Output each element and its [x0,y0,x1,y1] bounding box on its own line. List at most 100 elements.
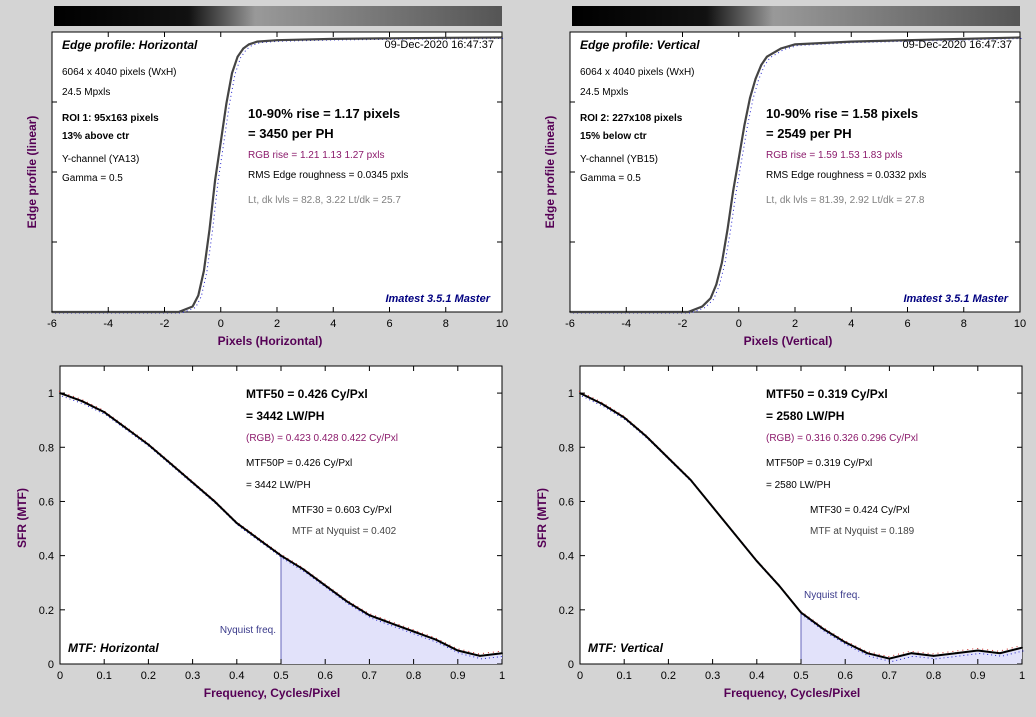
mtf-point [800,611,802,614]
mtf-point [954,652,957,655]
gradient-strip [54,6,502,26]
x-tick-label: 0.9 [450,670,465,682]
mtf-point [501,652,503,655]
x-tick-label: 0.6 [318,670,333,682]
x-ticks: -6 -4 -2 0 2 4 6 8 10 [47,32,508,330]
edge-point [737,157,740,160]
edge-point [225,102,228,105]
mtf50p: MTF50P = 0.319 Cy/Pxl [766,458,872,469]
blue-channel-trace [61,395,505,660]
mtf-point [412,630,415,633]
mtf-at-nyquist: MTF at Nyquist = 0.189 [810,526,915,537]
y-tick-label: 0.8 [39,442,54,454]
mtf-point [81,400,83,403]
x-tick-label: 0.4 [749,670,764,682]
mtf-point [302,568,304,571]
mtf-point [844,641,847,644]
megapixels: 24.5 Mpxls [62,87,110,98]
edge-point [1019,36,1021,39]
mtf-point [711,505,714,508]
rgb-mtf50: (RGB) = 0.316 0.326 0.296 Cy/Pxl [766,433,918,444]
edge-point [276,39,278,42]
edge-point [732,190,735,193]
mtf-label: MTF: Vertical [588,641,664,655]
mtf-point [1021,646,1023,649]
x-tick-label: 0.5 [273,670,288,682]
edge-point [906,39,909,42]
mtf-point [778,584,780,587]
rgb-rise: RGB rise = 1.59 1.53 1.83 pxls [766,150,902,161]
x-tick-label: 4 [848,318,854,330]
mtf-label: MTF: Horizontal [68,641,159,655]
levels: Lt, dk lvls = 81.39, 2.92 Lt/dk = 27.8 [766,195,925,206]
x-axis-label: Pixels (Horizontal) [218,334,323,348]
rise-value: 10-90% rise = 1.17 pixels [248,106,400,121]
mtf-point [280,554,282,557]
edge-point [850,40,853,43]
edge-point [701,305,704,308]
lw-ph: = 2580 LW/PH [766,409,844,423]
per-ph-value: = 3450 per PH [248,126,334,141]
channel: Y-channel (YA13) [62,154,139,165]
y-tick-label: 0.2 [39,605,54,617]
edge-point [191,305,194,308]
mtf-curve-group [578,390,1025,664]
y-ticks: 0 0.2 0.4 0.6 0.8 1 [559,388,1022,671]
edge-point [709,297,712,300]
x-tick-label: 0.7 [882,670,897,682]
x-tick-label: -2 [678,318,688,330]
y-tick-label: 0 [568,659,574,671]
roi-size: ROI 2: 227x108 pixels [580,113,683,124]
x-tick-label: 0.6 [838,670,853,682]
edge-panel-vertical: -6 -4 -2 0 2 4 6 8 10 Edge profile: Vertical 09-… [543,6,1026,348]
x-tick-label: 10 [1014,318,1026,330]
rgb-rise: RGB rise = 1.21 1.13 1.27 pxls [248,150,384,161]
rgb-mtf50: (RGB) = 0.423 0.428 0.422 Cy/Pxl [246,433,398,444]
edge-point [749,96,751,99]
y-axis-label: SFR (MTF) [15,488,29,548]
x-tick-label: 0.9 [970,670,985,682]
edge-point [794,43,796,46]
lw-ph: = 3442 LW/PH [246,409,324,423]
mtf-at-nyquist: MTF at Nyquist = 0.402 [292,526,397,537]
mtf-point [689,478,692,481]
gamma: Gamma = 0.5 [580,173,641,184]
edge-point [962,37,965,40]
mtf-point [601,403,603,405]
image-size: 6064 x 4040 pixels (WxH) [580,67,695,78]
y-tick-label: 0 [48,659,54,671]
x-tick-label: 0 [736,318,742,330]
edge-curve-group [569,36,1024,314]
plot-area [51,31,503,313]
mtf-point [235,522,238,525]
mtf-point [390,622,393,625]
panel-title: Edge profile: Horizontal [62,38,198,52]
plot-area [569,31,1021,313]
mtf-point [645,435,648,438]
y-axis-label: SFR (MTF) [535,488,549,548]
per-ph-value: = 2549 per PH [766,126,852,141]
mtf-point [147,443,150,446]
y-tick-label: 0.4 [39,551,54,563]
x-tick-label: 6 [386,318,392,330]
x-tick-label: 0.7 [362,670,377,682]
x-tick-label: 8 [443,318,449,330]
x-tick-label: 0 [218,318,224,330]
mtf30: MTF30 = 0.603 Cy/Pxl [292,505,392,516]
x-tick-label: 2 [792,318,798,330]
mtf-panel-vertical: 0 0.1 0.2 0.3 0.4 0.5 0.6 0.7 0.8 0.9 1 0 0.2 0.4 0.6… [535,365,1025,700]
edge-point [754,77,757,80]
nyquist-label: Nyquist freq. [220,625,276,636]
mtf-panel-horizontal: 0 0.1 0.2 0.3 0.4 0.5 0.6 0.7 0.8 0.9 1 0 0.2 0.4 0.6… [15,365,505,700]
x-axis-label: Frequency, Cycles/Pixel [724,686,861,700]
y-tick-label: 0.6 [39,496,54,508]
mtf-point [169,462,172,465]
rise-value: 10-90% rise = 1.58 pixels [766,106,918,121]
x-tick-label: -6 [565,318,575,330]
mtf-point [191,481,194,484]
mtf50: MTF50 = 0.426 Cy/Pxl [246,387,368,401]
edge-point [715,283,718,286]
x-tick-label: -4 [621,318,631,330]
x-tick-label: 0.4 [229,670,244,682]
